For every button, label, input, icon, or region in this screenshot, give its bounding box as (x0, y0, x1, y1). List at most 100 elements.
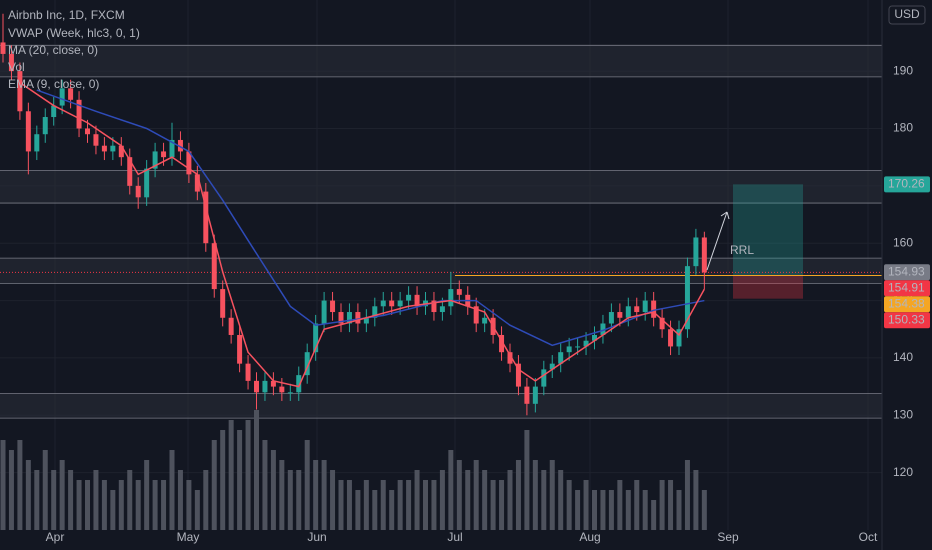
price-label: 150.33 (888, 312, 925, 326)
candle-body (254, 380, 259, 393)
annotation: RRL (730, 243, 754, 257)
volume-bar (101, 480, 107, 530)
y-tick-label: 140 (893, 350, 913, 364)
price-label-bg (884, 264, 930, 281)
legend-item: VWAP (Week, hlc3, 0, 1) (8, 26, 140, 40)
candle-body (42, 117, 48, 135)
candle-body (245, 363, 251, 381)
price-label: 154.93 (888, 264, 925, 278)
stop-zone (733, 275, 803, 299)
x-tick-label: Sep (717, 530, 739, 544)
volume-bar (346, 480, 352, 530)
x-tick-label: Jun (307, 530, 326, 544)
candle-body (363, 317, 369, 324)
candle-body (608, 312, 614, 324)
candle-body (313, 323, 319, 353)
candle-body (566, 346, 572, 353)
volume-bar (499, 480, 505, 530)
candle-body (532, 386, 538, 404)
volume-bar (177, 470, 183, 530)
candle-body (651, 300, 657, 318)
volume-bar (93, 470, 99, 530)
candle-body (625, 306, 631, 318)
volume-bar (668, 480, 674, 530)
candle-body (592, 334, 597, 341)
volume-bar (304, 440, 310, 530)
x-tick-label: May (177, 530, 200, 544)
volume-bar (651, 500, 657, 530)
candle-body (558, 352, 564, 364)
volume-bar (389, 490, 395, 530)
volume-bar (8, 450, 14, 530)
arrow (706, 211, 728, 271)
candle-body (194, 174, 200, 192)
volume-bar (524, 430, 530, 530)
candle-body (414, 294, 420, 307)
x-tick-label: Oct (859, 530, 878, 544)
candle-body (346, 312, 352, 324)
volume-bar (194, 490, 200, 530)
currency: USD (894, 7, 920, 21)
price-label: 154.38 (888, 296, 925, 310)
candle-body (8, 53, 14, 72)
candle-body (338, 312, 344, 324)
volume-bar (245, 420, 251, 530)
candle-body (676, 329, 682, 347)
candle-body (220, 289, 226, 318)
volume-bar (423, 480, 428, 530)
volume-bar (566, 480, 572, 530)
x-tick-label: Aug (579, 530, 600, 544)
volume-bar (17, 440, 23, 530)
candle-body (287, 392, 293, 394)
candle-body (668, 329, 674, 347)
volume-bar (118, 480, 124, 530)
volume-bar (110, 490, 116, 530)
volume-bar (59, 460, 65, 530)
candle-body (93, 134, 99, 146)
candle-body (76, 99, 82, 129)
volume-bar (608, 490, 614, 530)
volume-bar (186, 480, 192, 530)
candle-body (228, 317, 234, 335)
candle-body (177, 139, 183, 152)
candle-body (161, 151, 167, 158)
volume-bar (34, 470, 40, 530)
candle-body (600, 323, 606, 335)
volume-bar (338, 480, 344, 530)
candle-body (389, 300, 395, 307)
volume-bar (380, 480, 386, 530)
candle-body (262, 380, 268, 393)
candle-body (583, 340, 589, 347)
candle-body (85, 128, 90, 135)
price-label-bg (884, 280, 930, 297)
legend-item: EMA (9, close, 0) (8, 77, 99, 91)
candle-body (380, 300, 386, 307)
candle-body (575, 346, 581, 348)
chart-title: Airbnb Inc, 1D, FXCM (8, 8, 125, 22)
candle-body (372, 306, 378, 318)
volume-bar (515, 460, 521, 530)
candle-body (617, 312, 623, 318)
volume-bar (220, 430, 226, 530)
candle-body (135, 185, 141, 198)
volume-bar (397, 480, 403, 530)
candle-body (330, 300, 336, 313)
candle-body (186, 151, 192, 175)
y-tick-label: 120 (893, 465, 913, 479)
candle-body (296, 375, 302, 393)
candle-body (659, 317, 665, 330)
y-tick-label: 130 (893, 407, 913, 421)
volume-bar (169, 450, 175, 530)
price-label: 170.26 (888, 177, 925, 191)
candle-body (473, 306, 479, 324)
volume-bar (617, 480, 623, 530)
price-label-bg (884, 176, 930, 193)
volume-bar (642, 490, 648, 530)
candle-body (482, 317, 488, 324)
candle-body (634, 306, 640, 313)
volume-bar (144, 460, 150, 530)
candle-body (524, 386, 530, 404)
volume-bar (439, 470, 445, 530)
volume-bar (490, 480, 496, 530)
